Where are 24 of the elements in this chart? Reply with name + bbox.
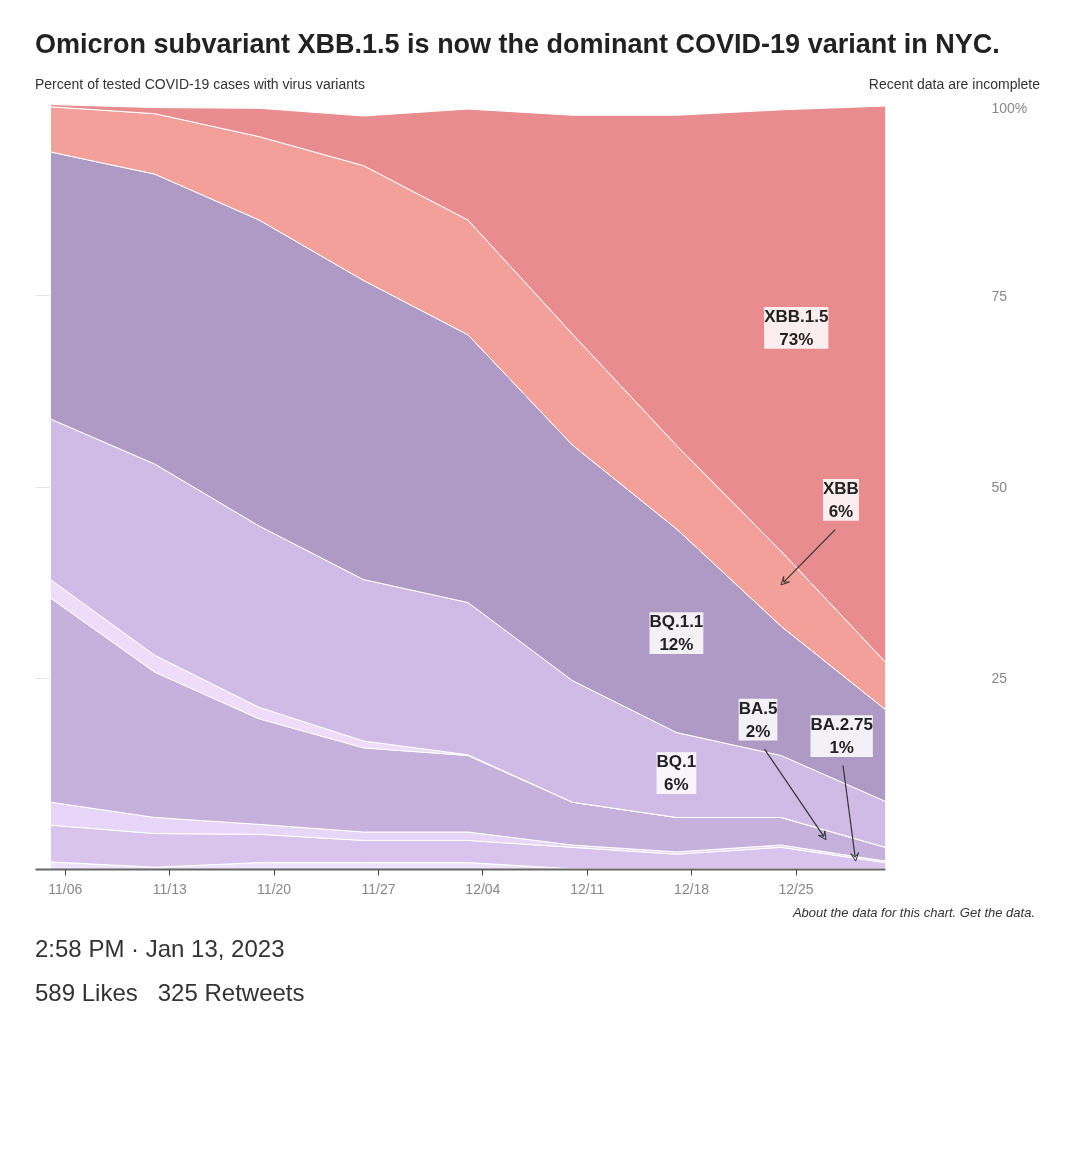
chart-subtitle: Percent of tested COVID-19 cases with virus variants — [35, 74, 365, 94]
annotation: XBB 6% — [823, 478, 859, 521]
text: 589 Likes 325 Retweets — [35, 978, 305, 1009]
x-tick-label: 11/27 — [361, 880, 396, 897]
annotation: BQ.1 6% — [656, 751, 697, 794]
chart-title: Omicron subvariant XBB.1.5 is now the dominant COVID-19 variant in NYC. — [35, 28, 1000, 61]
annotation: BA.2.75 1% — [810, 714, 873, 757]
x-tick-label: 12/04 — [465, 880, 501, 897]
y-tick-label: 75 — [991, 287, 1008, 304]
y-tick-label: 50 — [991, 478, 1008, 495]
annotation: BQ.1.1 12% — [649, 611, 704, 654]
x-tick-label: 12/25 — [778, 880, 814, 897]
x-tick-label: 11/20 — [257, 880, 292, 897]
x-tick-label: 12/18 — [674, 880, 710, 897]
y-tick-label: 100% — [991, 99, 1028, 116]
annotation: XBB.1.5 73% — [764, 306, 829, 349]
x-tick-label: 11/13 — [152, 880, 187, 897]
annotation: BA.5 2% — [738, 698, 778, 741]
text: Recent data are incomplete — [868, 74, 1040, 94]
text: 2:58 PM · Jan 13, 2023 — [35, 934, 285, 965]
x-tick-label: 12/11 — [570, 880, 605, 897]
y-tick-label: 25 — [991, 669, 1008, 686]
text: About the data for this chart. Get the data. — [792, 903, 1035, 922]
x-tick-label: 11/06 — [48, 880, 83, 897]
